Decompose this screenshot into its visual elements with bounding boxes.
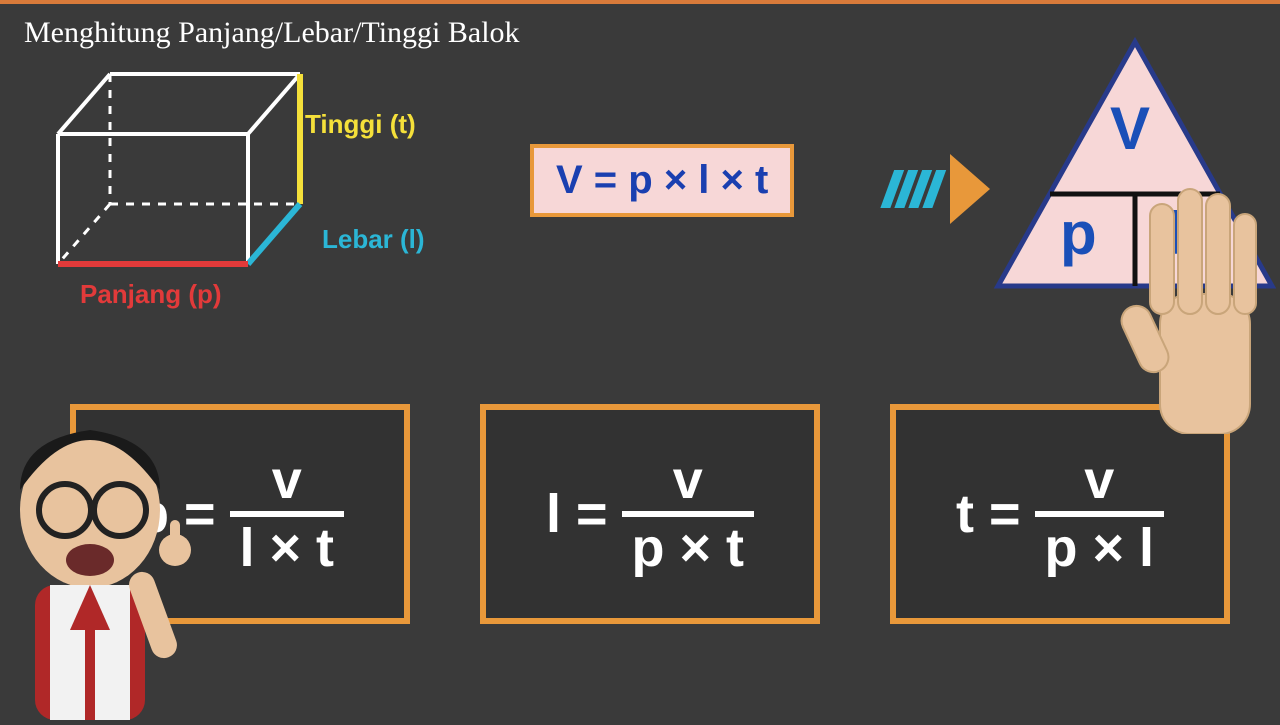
child-figure <box>0 400 210 720</box>
page-title: Menghitung Panjang/Lebar/Tinggi Balok <box>24 16 520 50</box>
numerator: v <box>1074 453 1124 511</box>
denominator: l × t <box>230 511 345 575</box>
numerator: v <box>663 453 713 511</box>
label-panjang: Panjang (p) <box>80 279 222 310</box>
lhs: l = <box>546 483 608 545</box>
volume-formula-box: V = p × l × t <box>530 144 794 217</box>
formula-card-l: l = v p × t <box>480 404 820 624</box>
denominator: p × t <box>622 511 755 575</box>
arrow-icon <box>880 154 990 229</box>
label-lebar: Lebar (l) <box>322 224 425 255</box>
triangle-v: V <box>1110 94 1150 163</box>
cuboid-svg <box>50 64 350 284</box>
hand-figure <box>1080 174 1280 434</box>
cuboid-diagram <box>50 64 350 264</box>
label-tinggi: Tinggi (t) <box>305 109 416 140</box>
formula-card-t: t = v p × l <box>890 404 1230 624</box>
formula-cards: p = v l × t l = v p × t t = v p × l <box>70 404 1230 624</box>
numerator: v <box>262 453 312 511</box>
lhs: t = <box>956 483 1021 545</box>
denominator: p × l <box>1035 511 1165 575</box>
